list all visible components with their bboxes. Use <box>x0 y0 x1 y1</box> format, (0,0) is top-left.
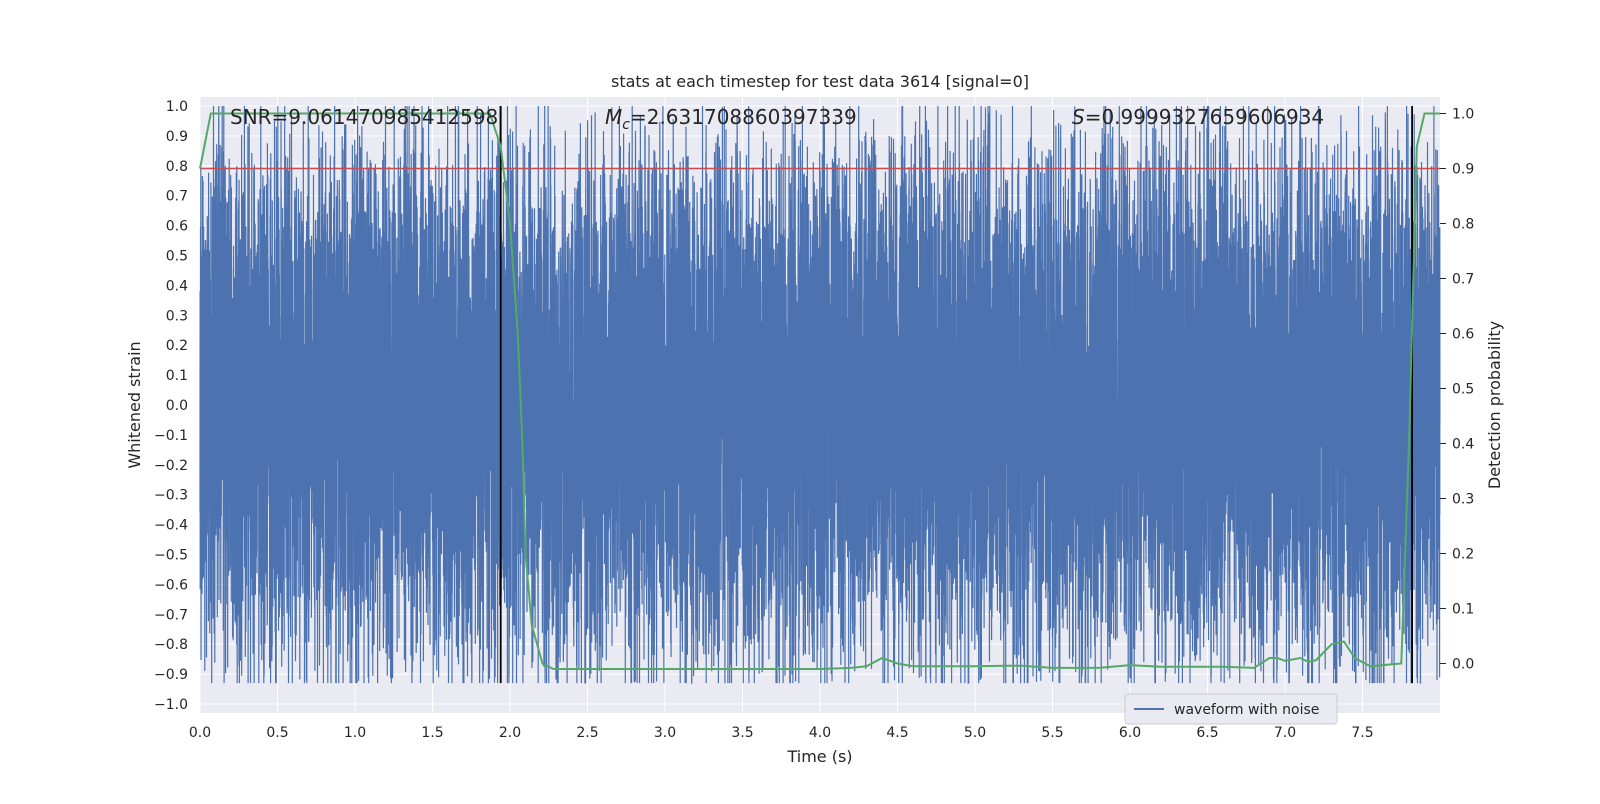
y-right-tick-label: 0.3 <box>1452 492 1474 508</box>
x-tick-label: 0.5 <box>266 725 288 741</box>
y-left-tick-label: 1.0 <box>166 99 188 115</box>
chart-title: stats at each timestep for test data 361… <box>611 72 1029 91</box>
x-tick-label: 0.0 <box>189 725 211 741</box>
probability-line <box>199 112 1440 670</box>
y-left-tick-label: −0.3 <box>154 488 188 504</box>
y-right-tick-label: 0.5 <box>1452 382 1474 398</box>
x-tick-label: 6.0 <box>1119 725 1141 741</box>
waveform-series <box>199 105 1441 684</box>
x-tick-label: 2.5 <box>576 725 598 741</box>
y-axis-left-ticks: 1.0 0.9 0.8 0.7 0.6 0.5 0.4 0.3 0.2 0.1 0.0 −0.1 −0.… <box>154 99 188 713</box>
y-left-tick-label: −0.9 <box>154 667 188 683</box>
y-right-tick-label: 0.4 <box>1452 437 1474 453</box>
x-tick-label: 3.5 <box>731 725 753 741</box>
x-tick-label: 3.0 <box>654 725 676 741</box>
score-annotation: S=0.9999327659606934 <box>1072 105 1324 129</box>
chirp-mass-annotation: Mc=2.631708860397339 <box>605 105 857 133</box>
x-tick-label: 7.0 <box>1274 725 1296 741</box>
y-left-tick-label: 0.3 <box>166 308 188 324</box>
y-left-tick-label: 0.4 <box>166 278 188 294</box>
y-left-tick-label: 0.6 <box>166 219 188 235</box>
y-left-tick-label: 0.0 <box>166 398 188 414</box>
y-right-tick-label: 0.2 <box>1452 547 1474 563</box>
legend-box <box>1124 693 1338 725</box>
y-right-tick-label: 0.7 <box>1452 272 1474 288</box>
y-right-tick-label: 1.0 <box>1452 107 1474 123</box>
x-tick-label: 5.0 <box>964 725 986 741</box>
snr-annotation: SNR=9.061470985412598 <box>230 105 498 129</box>
y-left-tick-label: 0.5 <box>166 248 188 264</box>
y-right-tick-label: 0.9 <box>1452 162 1474 178</box>
probability-series <box>199 112 1440 670</box>
y-axis-right-label: Detection probability <box>1485 321 1504 489</box>
x-tick-label: 6.5 <box>1196 725 1218 741</box>
y-left-tick-label: −0.4 <box>154 518 188 534</box>
x-tick-label: 1.0 <box>344 725 366 741</box>
y-left-tick-label: 0.7 <box>166 189 188 205</box>
legend: waveform with noise <box>1124 693 1338 725</box>
y-left-tick-label: −1.0 <box>154 697 188 713</box>
x-tick-label: 5.5 <box>1041 725 1063 741</box>
waveform-line <box>199 105 1441 684</box>
x-tick-label: 4.5 <box>886 725 908 741</box>
y-right-tick-label: 0.8 <box>1452 217 1474 233</box>
y-left-tick-label: −0.5 <box>154 548 188 564</box>
y-left-tick-label: −0.7 <box>154 607 188 623</box>
x-tick-label: 2.0 <box>499 725 521 741</box>
y-right-tick-label: 0.6 <box>1452 327 1474 343</box>
y-left-tick-label: 0.9 <box>166 129 188 145</box>
x-axis-ticks: 0.0 0.5 1.0 1.5 2.0 2.5 3.0 3.5 4.0 4.5 5.0 5.5 6.0 6… <box>189 725 1374 741</box>
y-left-tick-label: −0.6 <box>154 577 188 593</box>
y-right-tick-label: 0.1 <box>1452 602 1474 618</box>
y-axis-left-label: Whitened strain <box>125 341 144 468</box>
y-axis-right-ticks: 1.0 0.9 0.8 0.7 0.6 0.5 0.4 0.3 0.2 0.1 0.0 <box>1440 107 1474 673</box>
x-tick-label: 1.5 <box>421 725 443 741</box>
y-left-tick-label: −0.8 <box>154 637 188 653</box>
x-tick-label: 4.0 <box>809 725 831 741</box>
x-tick-label: 7.5 <box>1351 725 1373 741</box>
y-left-tick-label: 0.8 <box>166 159 188 175</box>
y-right-tick-label: 0.0 <box>1452 657 1474 673</box>
y-left-tick-label: 0.2 <box>166 338 188 354</box>
legend-waveform-label: waveform with noise <box>1174 702 1319 718</box>
y-left-tick-label: 0.1 <box>166 368 188 384</box>
x-axis-label: Time (s) <box>786 747 852 766</box>
y-left-tick-label: −0.1 <box>154 428 188 444</box>
y-left-tick-label: −0.2 <box>154 458 188 474</box>
